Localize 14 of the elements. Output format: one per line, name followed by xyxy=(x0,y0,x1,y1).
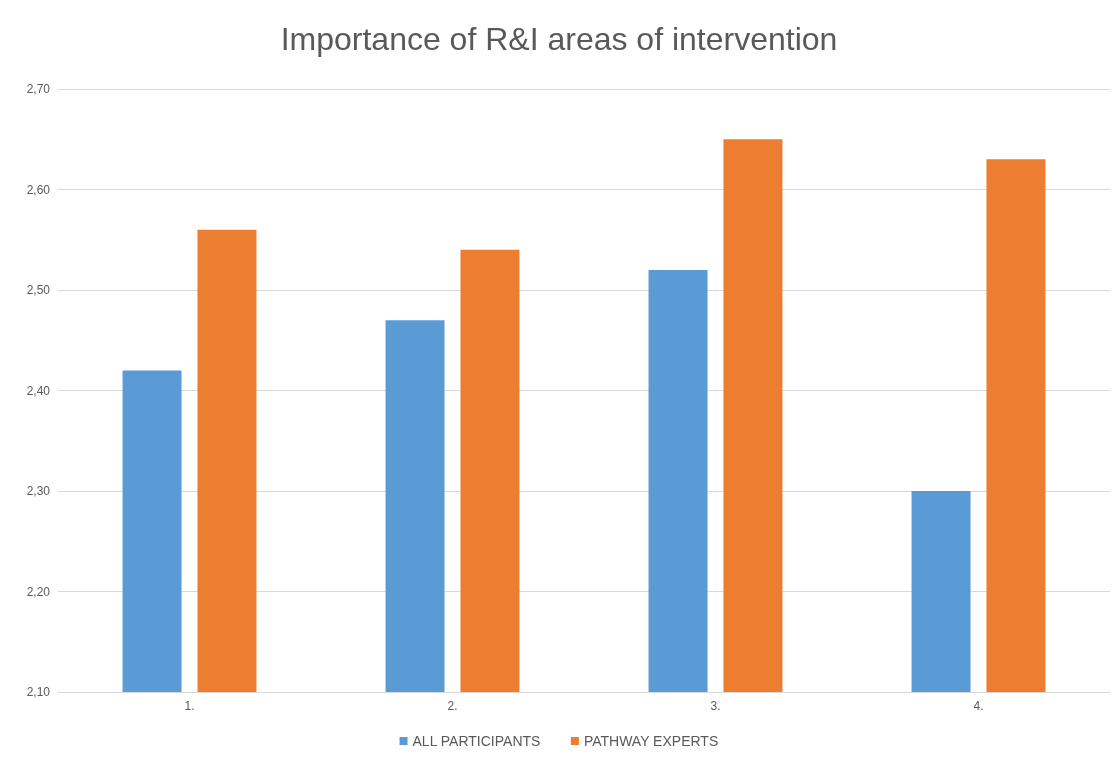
x-tick-label: 1. xyxy=(184,699,195,713)
y-tick-label: 2,20 xyxy=(26,584,51,599)
y-tick-label: 2,70 xyxy=(26,82,51,96)
y-tick-label: 2,40 xyxy=(26,383,51,398)
x-tick-label: 3. xyxy=(710,699,721,713)
x-tick-label: 2. xyxy=(447,699,458,713)
y-tick-label: 2,10 xyxy=(26,685,51,699)
legend-label: ALL PARTICIPANTS xyxy=(412,733,541,749)
chart-title: Importance of R&I areas of intervention xyxy=(280,21,838,57)
y-tick-label: 2,50 xyxy=(26,283,51,297)
y-tick-label: 2,30 xyxy=(26,484,51,498)
legend-label: PATHWAY EXPERTS xyxy=(583,733,719,749)
y-tick-label: 2,60 xyxy=(26,182,51,197)
x-tick-label: 4. xyxy=(973,699,984,713)
